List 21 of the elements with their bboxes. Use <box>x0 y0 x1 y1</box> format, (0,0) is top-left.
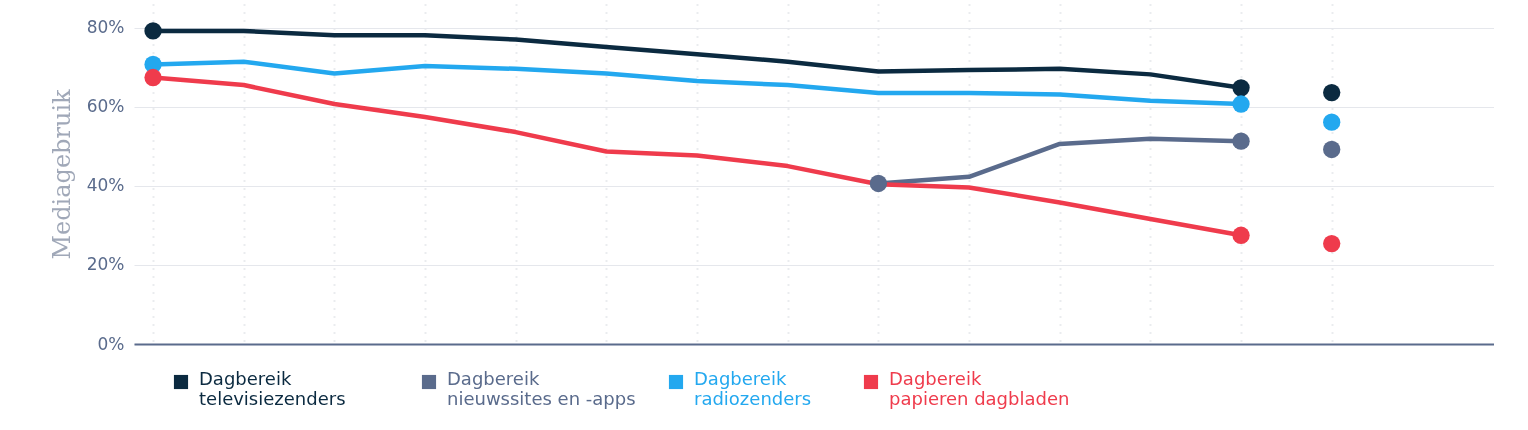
y-axis-title: Mediagebruik <box>47 88 76 260</box>
legend-label: Dagbereik radiozenders <box>694 368 812 409</box>
point <box>1323 83 1341 102</box>
point <box>1232 226 1250 244</box>
point <box>1323 140 1341 159</box>
legend-label: Dagbereik nieuwssites en -apps <box>447 368 636 409</box>
y-tick-label: 20% <box>86 254 125 275</box>
point <box>1232 132 1250 150</box>
point <box>1323 234 1341 253</box>
point <box>1232 79 1250 97</box>
y-tick-label: 80% <box>86 17 125 38</box>
point <box>144 22 162 40</box>
y-tick-label: 40% <box>86 175 125 196</box>
point <box>1323 113 1341 131</box>
point <box>144 68 162 87</box>
legend-label: Dagbereik papieren dagbladen <box>889 368 1070 409</box>
y-tick-label: 60% <box>86 96 125 117</box>
point <box>869 174 888 193</box>
point <box>1232 95 1250 113</box>
y-tick-label: 0% <box>97 333 125 354</box>
legend-label: Dagbereik televisiezenders <box>199 368 346 409</box>
